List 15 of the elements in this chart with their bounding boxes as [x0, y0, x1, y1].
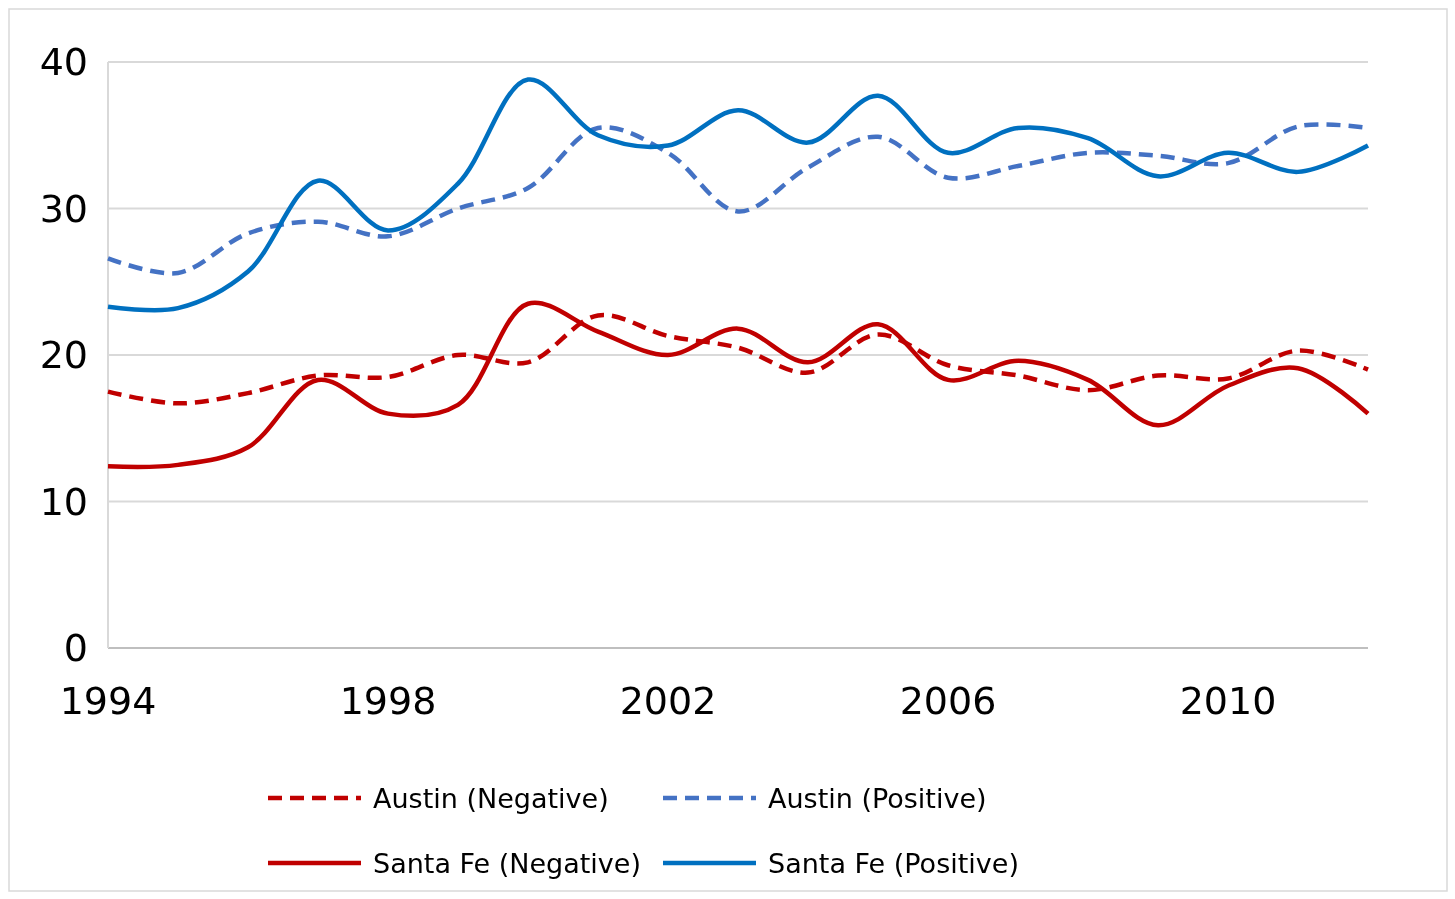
y-tick-label: 20 [39, 333, 88, 377]
y-tick-label: 0 [63, 626, 88, 670]
x-tick-label: 2006 [899, 679, 997, 723]
y-tick-label: 30 [39, 186, 88, 231]
y-tick-label: 40 [39, 40, 88, 84]
legend-label: Austin (Negative) [373, 782, 609, 814]
legend-label: Santa Fe (Negative) [373, 847, 641, 879]
x-tick-label: 2010 [1179, 679, 1277, 723]
x-tick-label: 2002 [619, 679, 717, 723]
legend-label: Santa Fe (Positive) [768, 847, 1019, 879]
y-tick-label: 10 [39, 479, 88, 524]
x-tick-label: 1998 [339, 679, 437, 723]
line-series [105, 300, 1371, 470]
x-tick-label: 1994 [59, 679, 157, 723]
legend-label: Austin (Positive) [768, 782, 987, 814]
